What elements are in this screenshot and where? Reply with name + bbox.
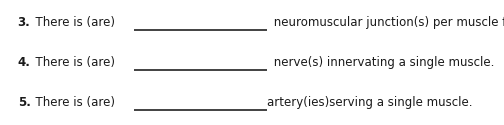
Text: There is (are): There is (are) xyxy=(28,56,118,69)
Text: artery(ies)serving a single muscle.: artery(ies)serving a single muscle. xyxy=(267,96,473,109)
Text: There is (are): There is (are) xyxy=(28,16,118,29)
Text: 4.: 4. xyxy=(18,56,31,69)
Text: nerve(s) innervating a single muscle.: nerve(s) innervating a single muscle. xyxy=(270,56,494,69)
Text: neuromuscular junction(s) per muscle fiber.: neuromuscular junction(s) per muscle fib… xyxy=(270,16,504,29)
Text: 5.: 5. xyxy=(18,96,31,109)
Text: There is (are): There is (are) xyxy=(28,96,118,109)
Text: 3.: 3. xyxy=(18,16,30,29)
